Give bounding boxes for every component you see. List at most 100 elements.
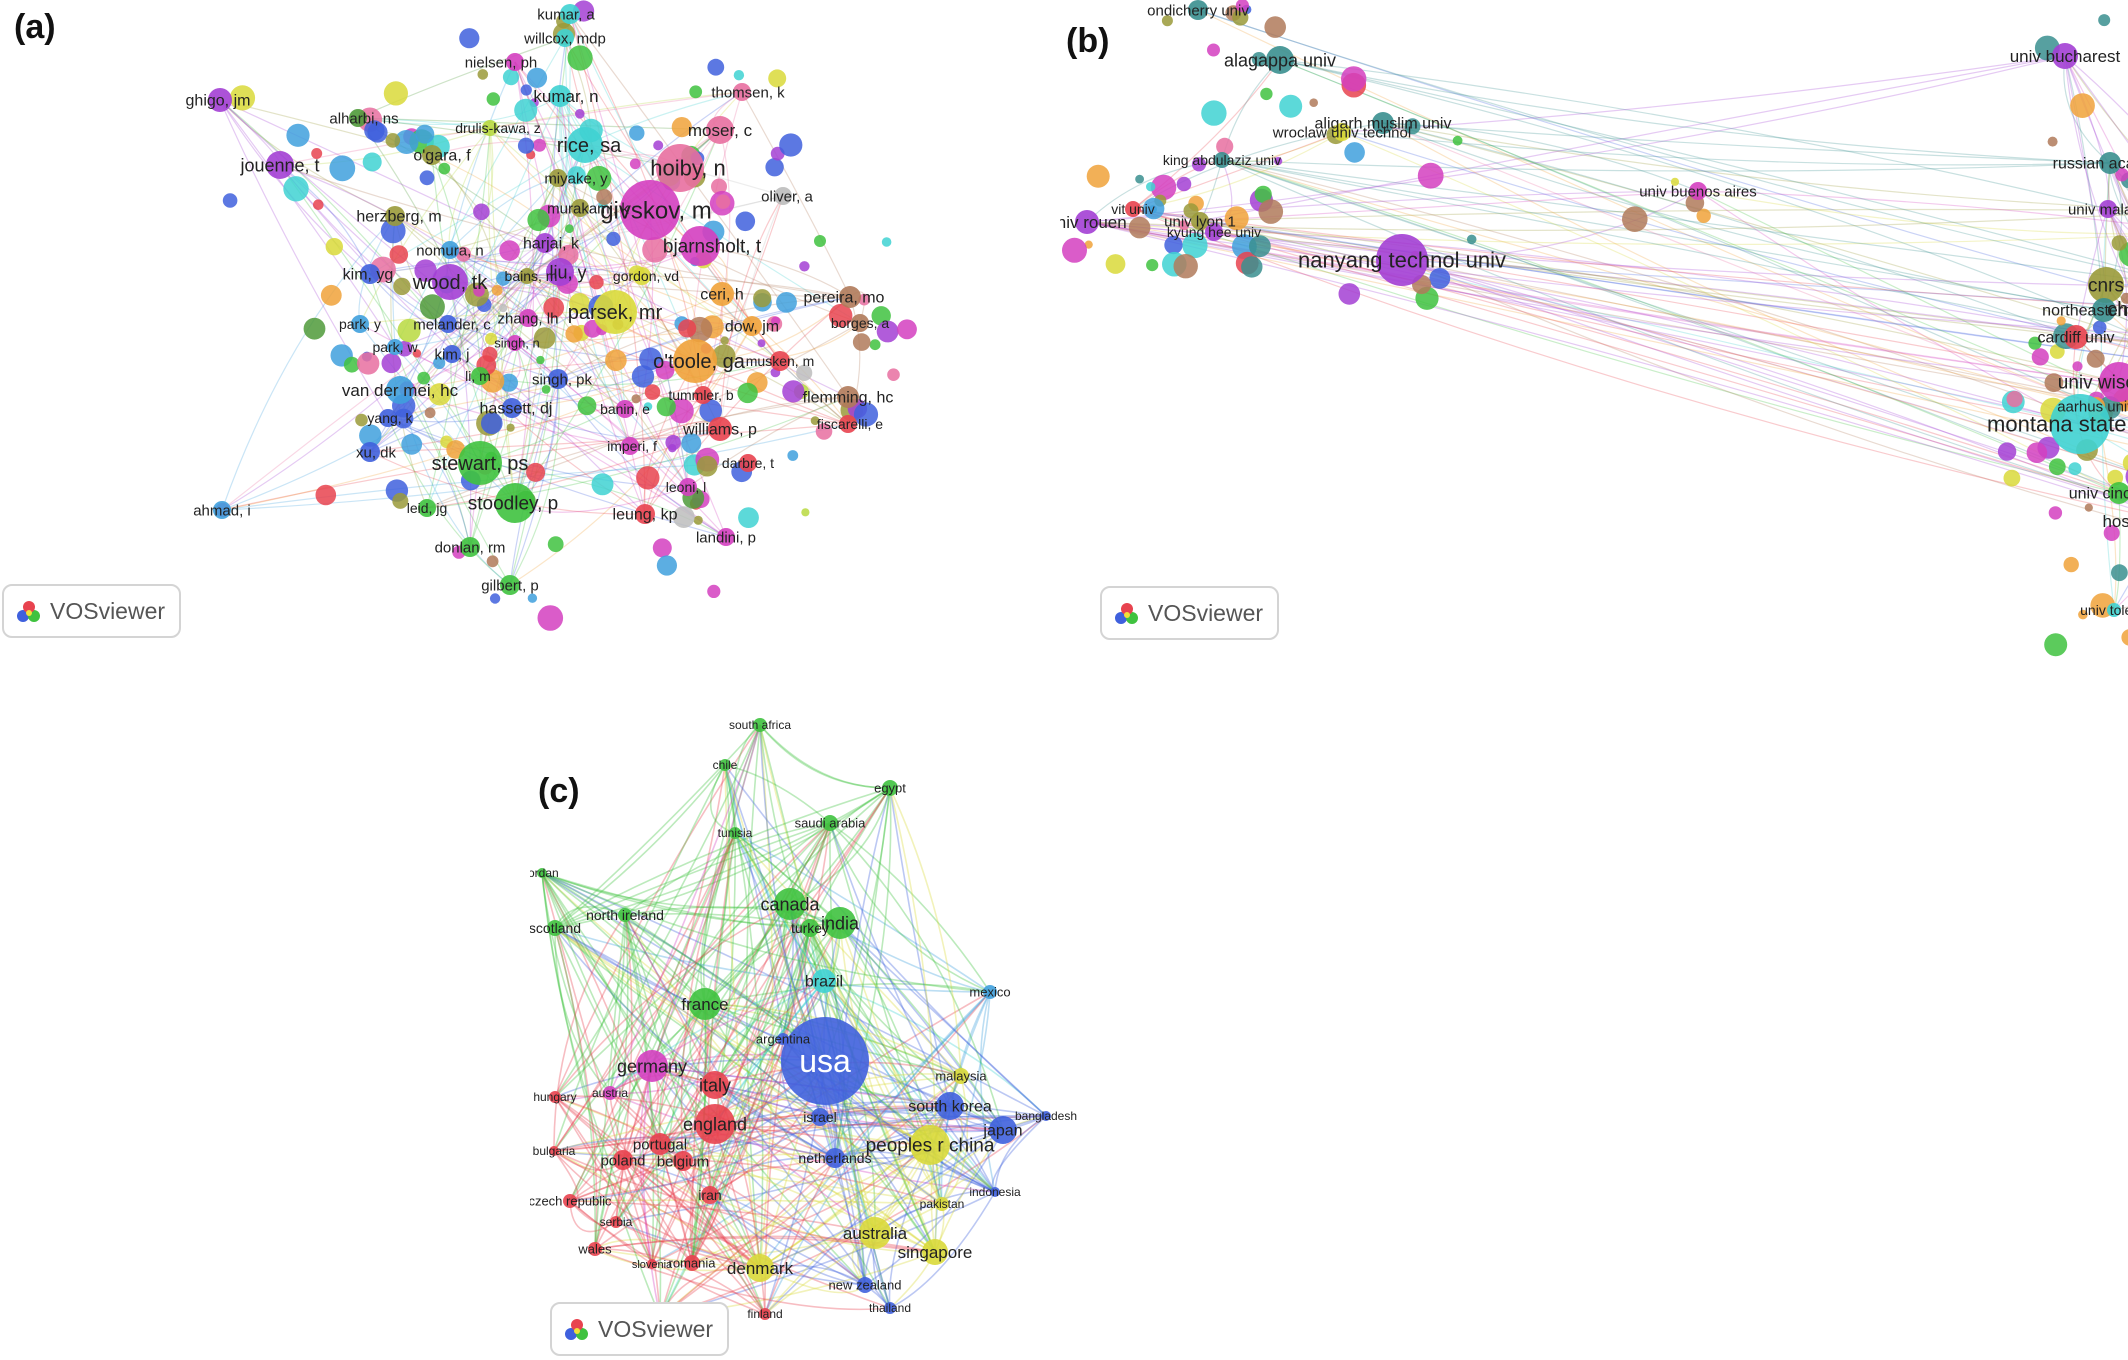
- node-herzberg-m[interactable]: [385, 206, 405, 226]
- node-kim-yg[interactable]: [360, 264, 380, 284]
- node-harjai-k[interactable]: [535, 233, 555, 253]
- vosviewer-badge[interactable]: VOSviewer: [1100, 586, 1280, 640]
- minor-node[interactable]: [1216, 137, 1234, 155]
- node-netherlands[interactable]: [825, 1148, 845, 1168]
- minor-node[interactable]: [653, 140, 664, 151]
- minor-node[interactable]: [1997, 442, 2017, 461]
- minor-node[interactable]: [589, 275, 604, 290]
- minor-node[interactable]: [2026, 442, 2048, 464]
- minor-node[interactable]: [665, 434, 681, 451]
- minor-node[interactable]: [1084, 240, 1093, 249]
- minor-node[interactable]: [2115, 168, 2128, 182]
- minor-node[interactable]: [2098, 14, 2111, 27]
- minor-node[interactable]: [1338, 283, 1361, 305]
- minor-node[interactable]: [222, 193, 238, 208]
- node-xu-dk[interactable]: [360, 442, 380, 462]
- node-leid-jg[interactable]: [418, 499, 436, 517]
- minor-node[interactable]: [381, 353, 402, 374]
- minor-node[interactable]: [591, 473, 614, 496]
- node-banin-e[interactable]: [616, 400, 634, 418]
- node-aligarh-muslim-univ[interactable]: [1372, 112, 1394, 134]
- minor-node[interactable]: [671, 117, 692, 138]
- minor-node[interactable]: [1260, 87, 1273, 101]
- minor-node[interactable]: [720, 336, 729, 345]
- minor-node[interactable]: [596, 189, 613, 205]
- node-univ-bucharest[interactable]: [2052, 43, 2078, 69]
- minor-node[interactable]: [527, 208, 550, 232]
- minor-node[interactable]: [357, 352, 380, 375]
- minor-node[interactable]: [1232, 9, 1249, 26]
- minor-node[interactable]: [644, 384, 661, 400]
- node-van-der-mei-hc[interactable]: [386, 376, 414, 404]
- minor-node[interactable]: [313, 199, 324, 210]
- minor-node[interactable]: [362, 152, 382, 172]
- node-austria[interactable]: [603, 1086, 617, 1100]
- minor-node[interactable]: [1135, 174, 1144, 184]
- minor-node[interactable]: [315, 484, 337, 506]
- minor-node[interactable]: [768, 69, 787, 88]
- minor-node[interactable]: [1274, 157, 1283, 166]
- node-wales[interactable]: [588, 1242, 602, 1256]
- minor-node[interactable]: [481, 412, 503, 435]
- minor-node[interactable]: [502, 69, 520, 86]
- minor-node[interactable]: [707, 58, 725, 76]
- node-ahmad-i[interactable]: [213, 501, 231, 519]
- node-univ-buenos-aires[interactable]: [1689, 182, 1707, 200]
- minor-node[interactable]: [757, 339, 766, 348]
- minor-node[interactable]: [799, 261, 810, 272]
- minor-node[interactable]: [2028, 336, 2042, 350]
- node-musken-m[interactable]: [770, 351, 790, 371]
- minor-node[interactable]: [537, 605, 564, 631]
- minor-node[interactable]: [2125, 464, 2128, 489]
- minor-node[interactable]: [655, 361, 675, 380]
- minor-node[interactable]: [814, 235, 826, 247]
- node-russian-acad-sci[interactable]: [2099, 152, 2121, 174]
- minor-node[interactable]: [1161, 15, 1173, 27]
- minor-node[interactable]: [1143, 197, 1165, 220]
- node-o-gara-f[interactable]: [422, 145, 442, 165]
- node-scotland[interactable]: [547, 920, 563, 936]
- minor-node[interactable]: [2006, 390, 2023, 408]
- node-israel[interactable]: [811, 1108, 829, 1126]
- minor-node[interactable]: [577, 396, 597, 416]
- minor-node[interactable]: [2086, 349, 2105, 368]
- minor-node[interactable]: [1173, 254, 1198, 279]
- node-donlan-rm[interactable]: [460, 537, 480, 557]
- minor-node[interactable]: [852, 333, 871, 351]
- minor-node[interactable]: [636, 466, 660, 490]
- minor-node[interactable]: [606, 231, 621, 246]
- minor-node[interactable]: [526, 67, 548, 88]
- node-jouenne-t[interactable]: [266, 151, 294, 179]
- minor-node[interactable]: [419, 294, 445, 320]
- node-king-abdulaziz-univ[interactable]: [1214, 152, 1230, 168]
- node-kim-j[interactable]: [443, 345, 461, 363]
- minor-node[interactable]: [1429, 268, 1451, 289]
- minor-node[interactable]: [2107, 469, 2124, 486]
- minor-node[interactable]: [1696, 208, 1711, 223]
- minor-node[interactable]: [486, 555, 499, 568]
- minor-node[interactable]: [1309, 98, 1318, 107]
- node-univ-malaya[interactable]: [2099, 200, 2117, 218]
- node-kumar-a[interactable]: [560, 4, 580, 24]
- minor-node[interactable]: [1207, 43, 1220, 57]
- minor-node[interactable]: [506, 423, 515, 432]
- minor-node[interactable]: [678, 319, 697, 338]
- minor-node[interactable]: [565, 224, 574, 234]
- node-indonesia[interactable]: [990, 1187, 1000, 1197]
- minor-node[interactable]: [2122, 454, 2128, 473]
- node-willcox-mdp[interactable]: [556, 29, 574, 47]
- node-jordan[interactable]: [537, 868, 547, 878]
- minor-node[interactable]: [715, 194, 731, 209]
- node-india[interactable]: [824, 907, 856, 939]
- node-univ-rouen[interactable]: [1075, 210, 1099, 234]
- minor-node[interactable]: [656, 397, 676, 417]
- minor-node[interactable]: [1344, 142, 1365, 163]
- minor-node[interactable]: [485, 332, 498, 345]
- node-saudi-arabia[interactable]: [822, 815, 838, 831]
- minor-node[interactable]: [397, 318, 421, 343]
- minor-node[interactable]: [520, 84, 532, 96]
- node-darbre-t[interactable]: [739, 454, 757, 472]
- node-univ-toledo[interactable]: [2107, 603, 2121, 617]
- node-tunisia[interactable]: [729, 827, 741, 839]
- node-borges-a[interactable]: [851, 314, 869, 332]
